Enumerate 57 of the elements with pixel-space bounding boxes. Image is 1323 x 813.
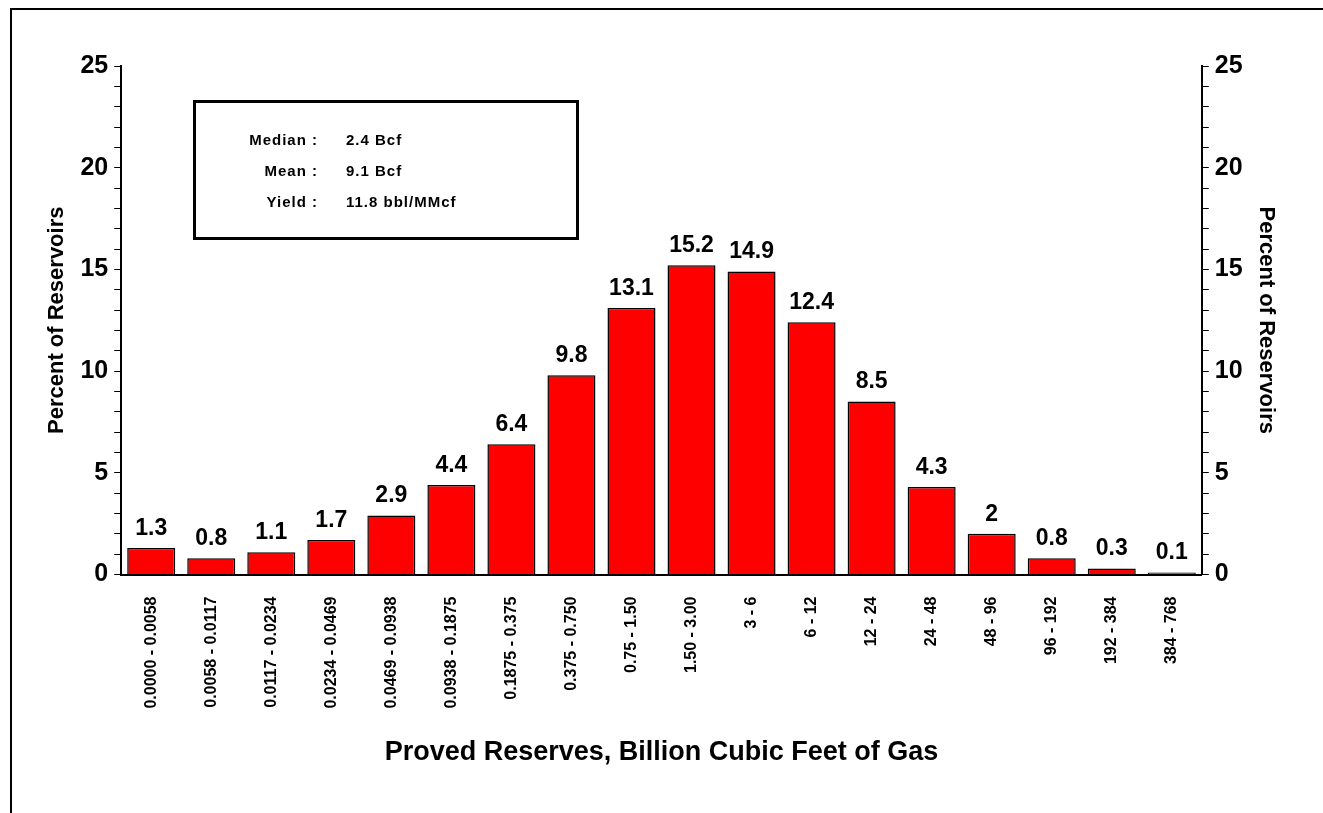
- data-label: 8.5: [855, 367, 888, 394]
- x-tick-label: 0.75 - 1.50: [621, 596, 639, 674]
- x-tick-label: 0.1875 - 0.375: [501, 596, 519, 700]
- data-label: 1.7: [315, 505, 348, 532]
- x-tick-label: 96 - 192: [1042, 596, 1060, 656]
- annotation: 11.8 bbl/MMcf: [346, 192, 458, 210]
- x-tick-label: 384 - 768: [1162, 596, 1180, 665]
- x-tick-label: 0.0938 - 0.1875: [441, 596, 459, 709]
- data-label: 6.4: [495, 410, 528, 437]
- y2-tick-label: 15: [1214, 253, 1243, 282]
- y-tick-label: 0: [94, 558, 109, 587]
- y-tick-label: 15: [80, 253, 109, 282]
- data-label: 4.4: [435, 450, 468, 477]
- x-tick-label: 12 - 24: [862, 596, 880, 647]
- data-label: 13.1: [609, 273, 655, 300]
- x-tick-label: 6 - 12: [801, 596, 819, 638]
- y-axis-title: Percent of Reservoirs: [43, 206, 69, 434]
- data-label: 12.4: [789, 288, 835, 315]
- data-label: 4.3: [915, 452, 948, 479]
- y2-tick-label: 25: [1214, 49, 1243, 78]
- annotation: Mean :: [263, 161, 319, 179]
- y-tick-label: 25: [80, 49, 109, 78]
- data-label: 9.8: [555, 341, 588, 368]
- data-label: 1.1: [255, 517, 288, 544]
- data-label: 15.2: [669, 231, 714, 258]
- x-tick-label: 48 - 96: [982, 596, 1000, 647]
- x-axis-title: Proved Reserves, Billion Cubic Feet of Gas: [384, 736, 939, 767]
- data-label: 1.3: [135, 513, 168, 540]
- data-label: 2.9: [375, 481, 408, 508]
- annotation: Median :: [248, 130, 319, 148]
- y-tick-label: 10: [80, 354, 109, 383]
- data-label: 14.9: [729, 237, 774, 264]
- data-label: 0.1: [1155, 538, 1188, 565]
- y2-tick-label: 0: [1214, 558, 1229, 587]
- y2-axis-title: Percent of Reservoirs: [1254, 206, 1280, 434]
- x-tick-label: 1.50 - 3.00: [681, 596, 699, 674]
- data-label: 0.3: [1095, 534, 1128, 561]
- y2-tick-label: 20: [1214, 151, 1243, 180]
- x-tick-label: 192 - 384: [1102, 596, 1120, 665]
- annotation: Yield :: [265, 192, 319, 210]
- x-tick-label: 0.0469 - 0.0938: [381, 596, 399, 709]
- y-tick-label: 5: [94, 456, 109, 485]
- data-label: 2: [985, 499, 999, 526]
- x-tick-label: 0.0234 - 0.0469: [321, 596, 339, 709]
- x-tick-label: 0.0000 - 0.0058: [141, 596, 159, 709]
- x-tick-label: 3 - 6: [741, 596, 759, 629]
- y2-tick-label: 5: [1214, 456, 1229, 485]
- y2-tick-label: 10: [1214, 354, 1243, 383]
- x-tick-label: 0.0058 - 0.0117: [201, 596, 219, 708]
- x-tick-label: 0.0117 - 0.0234: [261, 596, 279, 708]
- annotation: 9.1 Bcf: [346, 161, 404, 179]
- x-tick-label: 24 - 48: [922, 596, 940, 647]
- x-tick-label: 0.375 - 0.750: [561, 596, 579, 691]
- y-tick-label: 20: [80, 151, 109, 180]
- annotation: 2.4 Bcf: [346, 130, 404, 148]
- data-label: 0.8: [1035, 524, 1068, 551]
- data-label: 0.8: [195, 524, 228, 551]
